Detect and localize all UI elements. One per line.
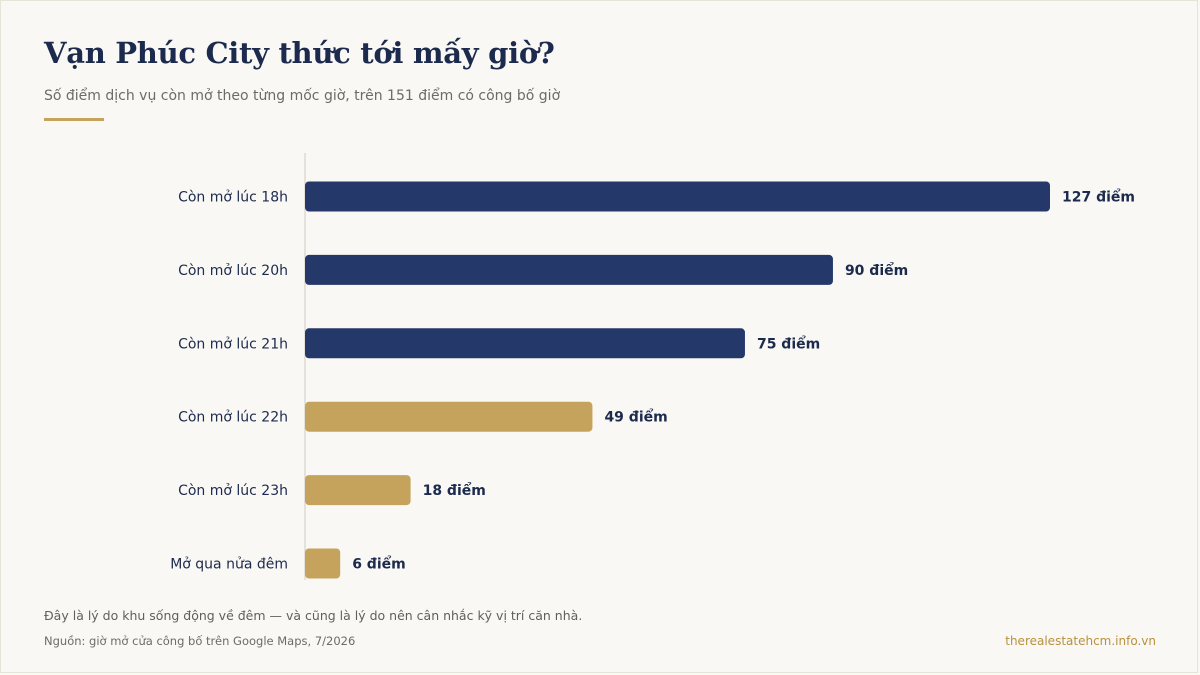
accent-divider (44, 118, 104, 121)
category-label: Còn mở lúc 22h (178, 410, 288, 426)
chart-footnote: Đây là lý do khu sống động về đêm — và c… (44, 608, 583, 623)
category-label: Còn mở lúc 18h (178, 190, 288, 206)
site-link[interactable]: therealestatehcm.info.vn (1005, 634, 1156, 648)
bar-chart: Còn mở lúc 18h 127 điểm Còn mở lúc 20h 90 đ… (170, 153, 1135, 580)
bar (305, 328, 745, 359)
bar (305, 401, 593, 432)
bar (305, 254, 833, 285)
value-label: 6 điểm (352, 556, 406, 573)
value-label: 49 điểm (604, 409, 667, 426)
category-label: Còn mở lúc 23h (178, 483, 288, 499)
category-label: Còn mở lúc 20h (178, 263, 288, 279)
bar (305, 475, 411, 506)
chart-title: Vạn Phúc City thức tới mấy giờ? (44, 36, 555, 70)
bar (305, 548, 341, 579)
value-label: 75 điểm (757, 335, 820, 352)
category-label: Mở qua nửa đêm (170, 557, 288, 573)
category-label: Còn mở lúc 21h (178, 336, 288, 352)
value-label: 127 điểm (1062, 189, 1135, 206)
value-label: 18 điểm (423, 482, 486, 499)
value-label: 90 điểm (845, 262, 908, 279)
bar (305, 181, 1050, 212)
chart-subtitle: Số điểm dịch vụ còn mở theo từng mốc giờ… (44, 88, 561, 104)
chart-source: Nguồn: giờ mở cửa công bố trên Google Ma… (44, 634, 356, 648)
